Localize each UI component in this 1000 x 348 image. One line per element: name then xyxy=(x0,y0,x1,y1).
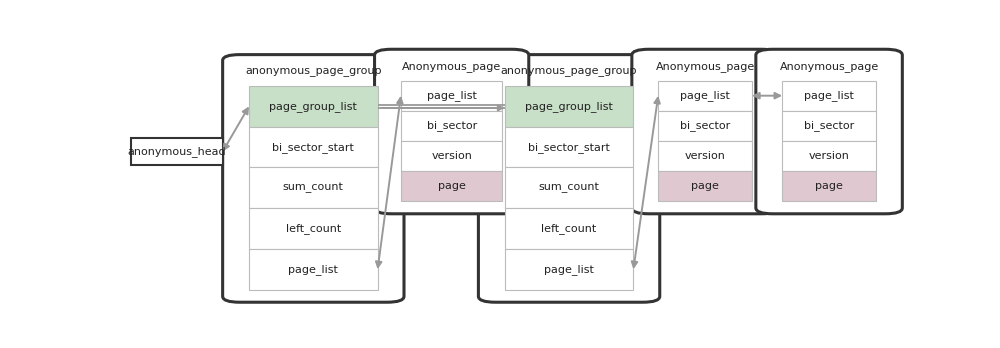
Text: page_list: page_list xyxy=(544,264,594,275)
Text: page_list: page_list xyxy=(680,90,730,101)
Text: left_count: left_count xyxy=(286,223,341,234)
Text: anonymous_page_group: anonymous_page_group xyxy=(245,67,382,77)
Text: page: page xyxy=(815,181,843,191)
Text: Anonymous_page: Anonymous_page xyxy=(402,61,501,72)
Text: page_list: page_list xyxy=(427,90,477,101)
Text: bi_sector: bi_sector xyxy=(804,120,854,131)
Bar xyxy=(401,81,502,111)
Bar xyxy=(249,127,378,167)
Text: bi_sector_start: bi_sector_start xyxy=(272,142,354,152)
Bar xyxy=(658,171,752,201)
Bar xyxy=(401,141,502,171)
Text: bi_sector: bi_sector xyxy=(427,120,477,131)
Bar xyxy=(249,167,378,208)
Bar xyxy=(505,127,633,167)
Text: anonymous_head: anonymous_head xyxy=(128,146,226,157)
FancyBboxPatch shape xyxy=(756,49,902,214)
Text: bi_sector_start: bi_sector_start xyxy=(528,142,610,152)
Bar xyxy=(505,86,633,127)
Text: page: page xyxy=(438,181,466,191)
Bar xyxy=(401,171,502,201)
FancyBboxPatch shape xyxy=(632,49,778,214)
Text: version: version xyxy=(809,151,850,161)
Bar xyxy=(782,141,876,171)
Text: page_group_list: page_group_list xyxy=(269,101,357,112)
FancyBboxPatch shape xyxy=(223,55,404,302)
Bar xyxy=(505,249,633,290)
Text: Anonymous_page: Anonymous_page xyxy=(779,61,879,72)
FancyBboxPatch shape xyxy=(375,49,529,214)
Bar xyxy=(658,81,752,111)
Bar xyxy=(505,167,633,208)
Bar xyxy=(658,111,752,141)
Text: version: version xyxy=(431,151,472,161)
Text: page_list: page_list xyxy=(288,264,338,275)
Bar xyxy=(505,208,633,249)
Bar xyxy=(782,81,876,111)
Text: page: page xyxy=(691,181,719,191)
Bar xyxy=(249,208,378,249)
Text: anonymous_page_group: anonymous_page_group xyxy=(501,67,637,77)
Text: page_group_list: page_group_list xyxy=(525,101,613,112)
Text: page_list: page_list xyxy=(804,90,854,101)
Bar xyxy=(782,171,876,201)
Bar xyxy=(658,141,752,171)
Text: left_count: left_count xyxy=(541,223,597,234)
Text: bi_sector: bi_sector xyxy=(680,120,730,131)
Text: sum_count: sum_count xyxy=(539,183,600,193)
Bar xyxy=(782,111,876,141)
Bar xyxy=(131,138,223,165)
Bar xyxy=(249,86,378,127)
FancyBboxPatch shape xyxy=(478,55,660,302)
Text: version: version xyxy=(685,151,726,161)
Text: Anonymous_page: Anonymous_page xyxy=(655,61,755,72)
Bar xyxy=(401,111,502,141)
Text: sum_count: sum_count xyxy=(283,183,344,193)
Bar xyxy=(249,249,378,290)
